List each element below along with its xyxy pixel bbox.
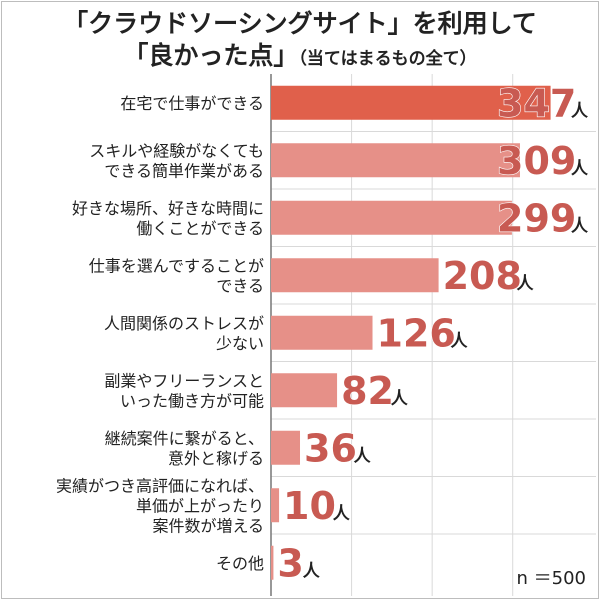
title-note: （当てはまるもの全て） (298, 49, 477, 69)
category-label-line: 実績がつき高評価になれば、 (56, 476, 264, 495)
title-line-2: 「良かった点」 (123, 41, 299, 70)
value-unit: 人 (391, 389, 409, 409)
category-label: 好きな場所、好きな時間に働くことができる (72, 199, 264, 238)
bar (271, 373, 338, 408)
category-label-line: 仕事を選んですることが (89, 256, 264, 275)
value-unit: 人 (333, 504, 351, 524)
category-label: 仕事を選んですることができる (89, 256, 264, 295)
value-label: 3 (277, 541, 303, 585)
bar (271, 200, 512, 235)
value-unit: 人 (303, 561, 321, 581)
value-label: 10 (283, 484, 336, 528)
category-label-line: 働くことができる (136, 219, 264, 238)
value-unit: 人 (354, 446, 372, 466)
bar (271, 315, 373, 350)
category-label-line: 単価が上がったり (136, 496, 264, 515)
category-label-line: 意外と稼げる (168, 449, 264, 468)
value-unit: 人 (517, 274, 535, 294)
sample-size-note: n ＝500 (516, 568, 587, 589)
category-label-line: 少ない (216, 334, 264, 353)
title-line-2-wrap: 「良かった点」（当てはまるもの全て） (0, 40, 600, 75)
value-unit: 人 (571, 101, 589, 121)
category-label-line: その他 (216, 554, 264, 573)
bar (271, 545, 274, 580)
bar (271, 85, 551, 120)
category-label: 副業やフリーランスといった働き方が可能 (104, 371, 264, 410)
category-label: 人間関係のストレスが少ない (104, 314, 264, 353)
category-label: 継続案件に繋がると、意外と稼げる (105, 429, 264, 468)
category-label-line: 人間関係のストレスが (104, 314, 264, 333)
bar (271, 430, 301, 465)
category-label-line: スキルや経験がなくても (89, 141, 264, 160)
bar (271, 143, 520, 178)
category-label: 在宅で仕事ができる (120, 94, 264, 113)
category-label-line: できる簡単作業がある (104, 161, 264, 180)
value-label: 36 (304, 426, 357, 470)
category-label: その他 (216, 554, 264, 573)
chart-title: 「クラウドソーシングサイト」を利用して 「良かった点」（当てはまるもの全て） (0, 8, 600, 75)
category-label-line: 在宅で仕事ができる (120, 94, 264, 113)
category-label-line: できる (216, 276, 264, 295)
category-label: スキルや経験がなくてもできる簡単作業がある (89, 141, 264, 180)
category-label-line: 副業やフリーランスと (104, 371, 264, 390)
value-unit: 人 (450, 331, 468, 351)
value-label: 299 (497, 196, 576, 240)
value-unit: 人 (571, 216, 589, 236)
title-line-1: 「クラウドソーシングサイト」を利用して (63, 9, 537, 38)
bar (271, 488, 280, 523)
category-label-line: いった働き方が可能 (120, 391, 264, 410)
value-label: 347 (497, 81, 576, 125)
value-label: 208 (443, 254, 522, 298)
value-unit: 人 (571, 159, 589, 179)
category-label: 実績がつき高評価になれば、単価が上がったり案件数が増える (56, 476, 264, 535)
category-label-line: 案件数が増える (152, 516, 264, 535)
value-label: 126 (377, 311, 456, 355)
value-label: 82 (341, 369, 394, 413)
category-label-line: 継続案件に繋がると、 (105, 429, 264, 448)
category-label-line: 好きな場所、好きな時間に (72, 199, 264, 218)
value-label: 309 (497, 139, 576, 183)
bar (271, 258, 439, 293)
